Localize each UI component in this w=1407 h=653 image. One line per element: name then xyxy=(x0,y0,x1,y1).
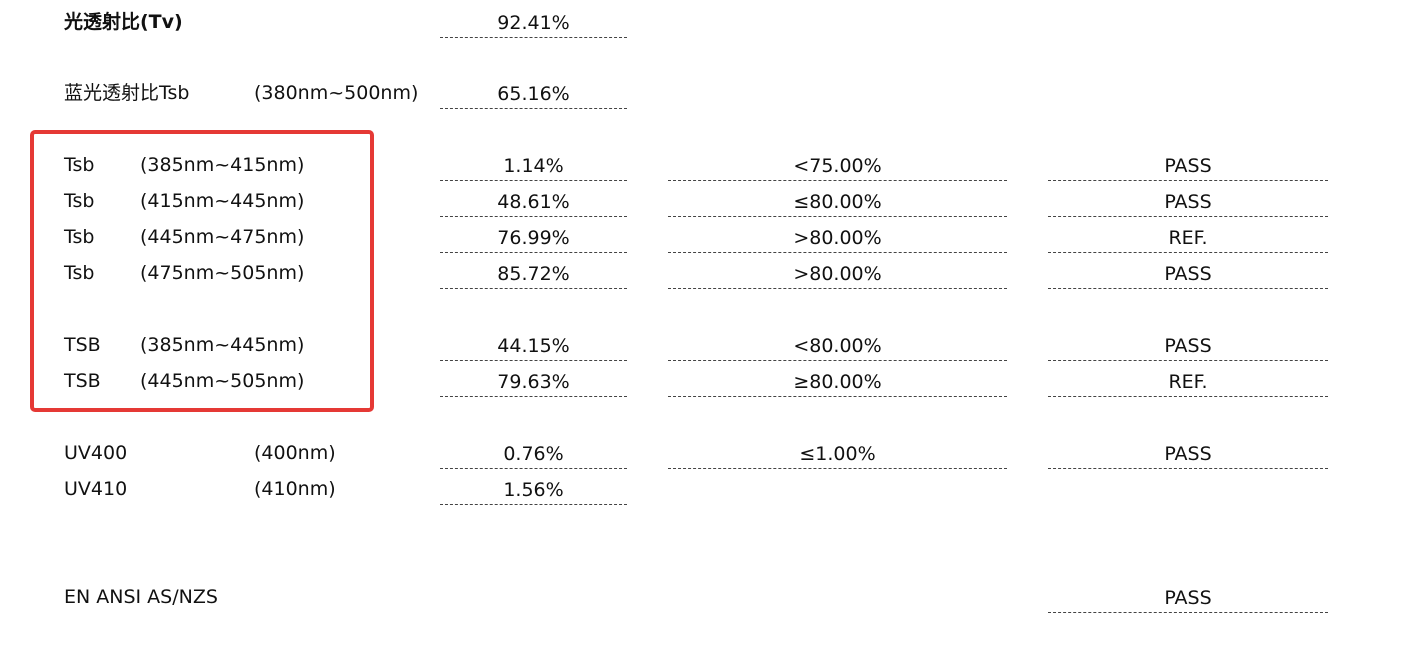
underline xyxy=(1048,468,1328,469)
row-label: EN ANSI AS/NZS xyxy=(64,586,218,608)
underline xyxy=(440,180,627,181)
underline xyxy=(1048,360,1328,361)
row-range: (445nm~505nm) xyxy=(140,370,305,392)
row-range: (385nm~445nm) xyxy=(140,334,305,356)
cell-criterion: <80.00% xyxy=(793,335,882,357)
row-range: (415nm~445nm) xyxy=(140,190,305,212)
cell-value: 92.41% xyxy=(497,12,570,34)
underline xyxy=(440,108,627,109)
underline xyxy=(440,37,627,38)
cell-criterion: >80.00% xyxy=(793,227,882,249)
cell-criterion: ≤1.00% xyxy=(799,443,876,465)
underline xyxy=(1048,288,1328,289)
cell-value: 76.99% xyxy=(497,227,570,249)
cell-value: 79.63% xyxy=(497,371,570,393)
underline xyxy=(1048,396,1328,397)
underline xyxy=(668,468,1007,469)
row-label: UV400 xyxy=(64,442,128,464)
underline xyxy=(668,216,1007,217)
row-range: (380nm~500nm) xyxy=(254,82,419,104)
row-label: Tsb xyxy=(64,226,95,248)
underline xyxy=(440,288,627,289)
cell-criterion: >80.00% xyxy=(793,263,882,285)
row-label: UV410 xyxy=(64,478,128,500)
cell-value: 44.15% xyxy=(497,335,570,357)
underline xyxy=(668,180,1007,181)
row-range: (400nm) xyxy=(254,442,336,464)
row-label: Tsb xyxy=(64,262,95,284)
cell-result: PASS xyxy=(1164,443,1212,465)
cell-value: 48.61% xyxy=(497,191,570,213)
underline xyxy=(668,288,1007,289)
cell-result: REF. xyxy=(1168,371,1208,393)
cell-result: PASS xyxy=(1164,263,1212,285)
underline xyxy=(1048,252,1328,253)
cell-value: 1.56% xyxy=(503,479,564,501)
cell-result: REF. xyxy=(1168,227,1208,249)
underline xyxy=(668,360,1007,361)
row-label: Tsb xyxy=(64,154,95,176)
underline xyxy=(440,468,627,469)
row-range: (475nm~505nm) xyxy=(140,262,305,284)
underline xyxy=(1048,216,1328,217)
cell-criterion: ≥80.00% xyxy=(793,371,882,393)
cell-value: 0.76% xyxy=(503,443,564,465)
underline xyxy=(440,252,627,253)
row-label: Tsb xyxy=(64,190,95,212)
cell-result: PASS xyxy=(1164,155,1212,177)
row-label: 光透射比(Tv) xyxy=(64,11,183,33)
row-label: 蓝光透射比Tsb xyxy=(64,82,190,104)
underline xyxy=(668,396,1007,397)
row-range: (410nm) xyxy=(254,478,336,500)
cell-result: PASS xyxy=(1164,191,1212,213)
cell-criterion: <75.00% xyxy=(793,155,882,177)
underline xyxy=(440,396,627,397)
cell-result: PASS xyxy=(1164,587,1212,609)
underline xyxy=(440,504,627,505)
underline xyxy=(668,252,1007,253)
cell-value: 1.14% xyxy=(503,155,564,177)
row-label: TSB xyxy=(64,370,101,392)
cell-value: 85.72% xyxy=(497,263,570,285)
row-label: TSB xyxy=(64,334,101,356)
underline xyxy=(440,360,627,361)
row-range: (385nm~415nm) xyxy=(140,154,305,176)
row-range: (445nm~475nm) xyxy=(140,226,305,248)
underline xyxy=(440,216,627,217)
cell-result: PASS xyxy=(1164,335,1212,357)
underline xyxy=(1048,180,1328,181)
cell-value: 65.16% xyxy=(497,83,570,105)
cell-criterion: ≤80.00% xyxy=(793,191,882,213)
highlight-box xyxy=(30,130,374,412)
underline xyxy=(1048,612,1328,613)
